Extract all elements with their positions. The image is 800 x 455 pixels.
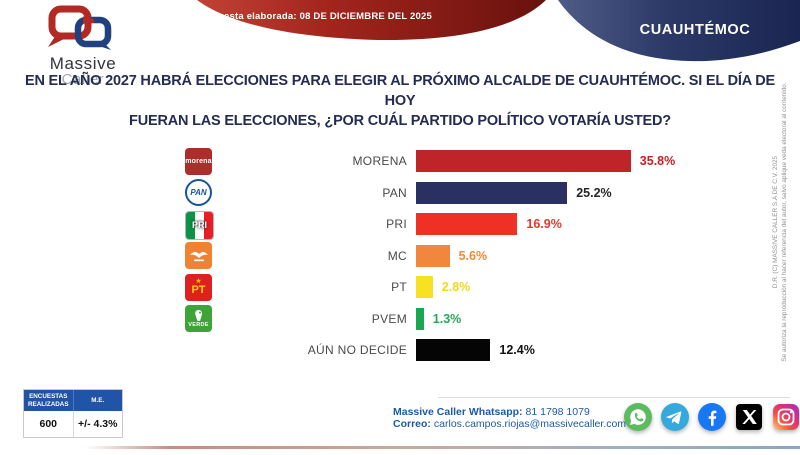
value-label: 35.8% xyxy=(639,154,676,168)
party-logo-morena-icon: morena xyxy=(185,147,212,175)
category-label: PVEM xyxy=(371,311,407,326)
bar-pt xyxy=(416,276,433,298)
last-survey-date: Última encuesta elaborada: 08 DE DICIEMB… xyxy=(168,11,432,22)
footer-divider xyxy=(438,397,790,398)
region-title: CUAUHTÉMOC xyxy=(639,22,751,38)
question-line-2: FUERAN LAS ELECCIONES, ¿POR CUÁL PARTIDO … xyxy=(20,111,780,131)
logo-word-caller: Caller xyxy=(61,71,105,88)
contact-info: Massive Caller Whatsapp: 81 1798 1079 Cor… xyxy=(393,406,626,430)
party-logo-mc-icon xyxy=(185,242,212,269)
email-label: Correo: xyxy=(393,418,431,430)
sample-size-table: ENCUESTAS REALIZADAS M.E. 600 +/- 4.3% xyxy=(23,389,123,439)
party-logo-pri-icon: PRI xyxy=(185,210,214,240)
bar-morena xyxy=(416,150,631,172)
red-swoosh xyxy=(197,0,546,41)
bar-mc xyxy=(416,244,450,267)
speech-bubbles-icon xyxy=(48,5,112,50)
value-margin-error: +/- 4.3% xyxy=(78,418,118,431)
header-encuestas-realizadas: ENCUESTAS REALIZADAS xyxy=(24,390,74,412)
bar-pri xyxy=(416,213,518,235)
question-line-2-bold: ¿POR CUÁL PARTIDO POLÍTICO VOTARÍA USTED… xyxy=(324,113,671,129)
copyright-line-2: Se autoriza la reproducción al hacer ref… xyxy=(781,82,788,362)
value-label: 12.4% xyxy=(499,343,535,357)
table-header-row: ENCUESTAS REALIZADAS M.E. xyxy=(24,390,122,412)
whatsapp-line: Massive Caller Whatsapp: 81 1798 1079 xyxy=(393,406,626,418)
email-address: carlos.campos.riojas@massivecaller.com xyxy=(433,418,627,430)
email-line: Correo: carlos.campos.riojas@massivecalle… xyxy=(393,418,626,430)
bar-pan xyxy=(416,181,568,204)
value-label: 1.3% xyxy=(432,311,462,326)
blue-swoosh xyxy=(558,0,800,62)
category-label: PRI xyxy=(386,217,407,231)
party-logo-pan-icon: PAN xyxy=(185,179,212,206)
category-label: PAN xyxy=(382,185,407,200)
poll-question: EN EL AÑO 2027 HABRÁ ELECCIONES PARA ELE… xyxy=(20,71,780,131)
header-banner-shapes xyxy=(197,0,800,62)
value-label: 5.6% xyxy=(458,248,488,263)
question-line-1: EN EL AÑO 2027 HABRÁ ELECCIONES PARA ELE… xyxy=(24,73,776,109)
whatsapp-number: 81 1798 1079 xyxy=(525,406,590,418)
value-sample-size: 600 xyxy=(24,411,74,438)
bar-a-n-no-decide xyxy=(416,339,491,361)
whatsapp-label: Massive Caller Whatsapp: xyxy=(393,406,523,418)
social-icons xyxy=(623,402,800,437)
value-label: 25.2% xyxy=(576,185,612,200)
party-logo-pt-icon: ★ PT xyxy=(185,273,212,301)
value-label: 2.8% xyxy=(441,280,471,294)
facebook-icon[interactable] xyxy=(697,402,727,437)
question-line-2-normal: FUERAN LAS ELECCIONES, xyxy=(129,113,321,129)
bar-pvem xyxy=(416,307,424,330)
copyright-line-1: D.R. (C) MASSIVE CALLER S.A DE C.V. 2025 xyxy=(772,155,779,289)
table-value-row: 600 +/- 4.3% xyxy=(24,411,122,438)
logo-word-massive: Massive xyxy=(49,54,117,73)
massive-caller-logo: Massive Caller xyxy=(18,5,148,88)
bottom-gradient-rule xyxy=(85,446,800,449)
value-label: 16.9% xyxy=(526,217,562,231)
category-label: PT xyxy=(391,280,407,294)
category-label: MORENA xyxy=(352,154,407,168)
header-margin-error: M.E. xyxy=(91,396,105,404)
party-logo-pvem-icon: VERDE xyxy=(185,305,212,332)
telegram-icon[interactable] xyxy=(660,402,690,437)
x-icon[interactable] xyxy=(734,402,764,437)
category-label: MC xyxy=(387,248,407,263)
whatsapp-icon[interactable] xyxy=(623,402,653,437)
copyright-notice: D.R. (C) MASSIVE CALLER S.A DE C.V. 2025… xyxy=(771,52,791,392)
instagram-icon[interactable] xyxy=(771,402,800,437)
category-label: AÚN NO DECIDE xyxy=(307,343,407,357)
